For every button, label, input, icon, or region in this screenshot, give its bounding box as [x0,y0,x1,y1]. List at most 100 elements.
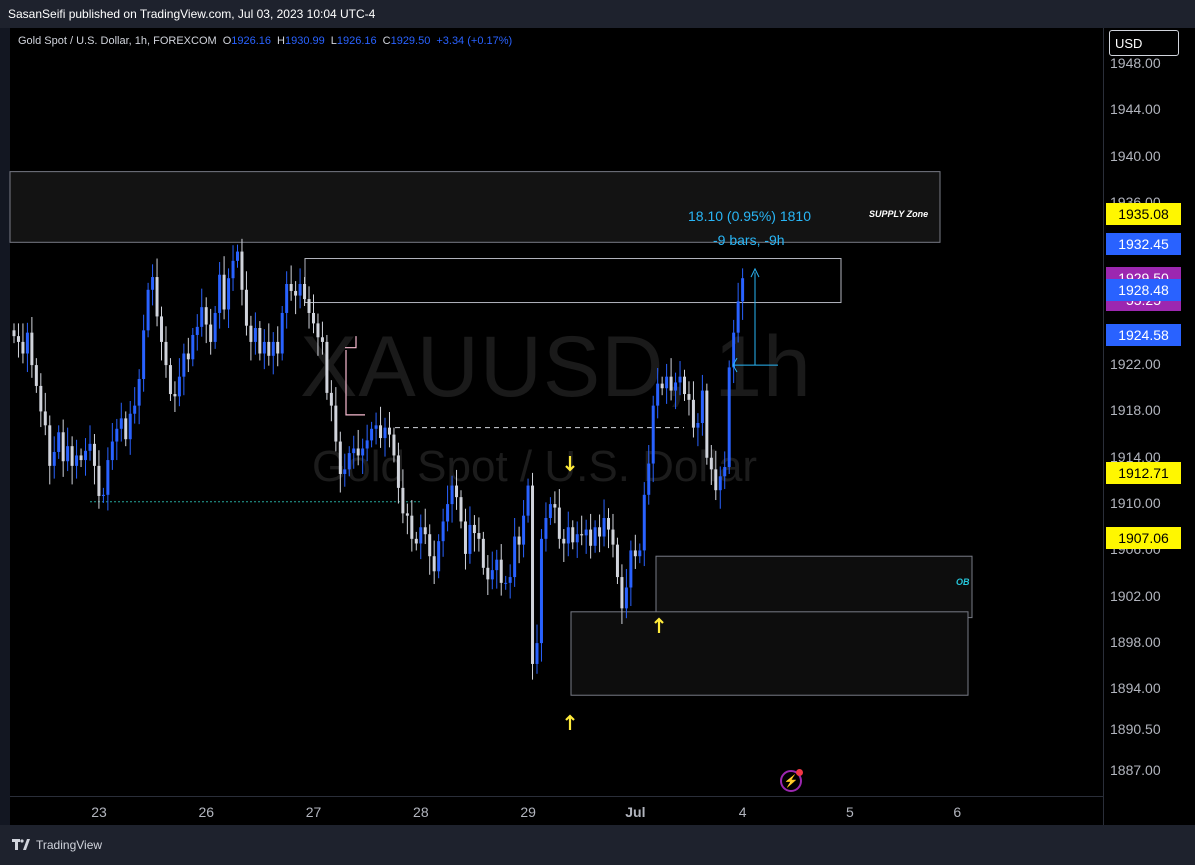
candle-body [611,529,615,545]
currency-button[interactable]: USD [1109,30,1179,56]
candle-body [607,517,611,530]
measure-arrow-up [750,267,760,278]
marker-bracket-lower [345,350,365,416]
candle-body [374,425,378,429]
candle-body [115,428,119,442]
legend-change: +3.34 (+0.17%) [436,35,513,47]
marker-bracket-upper [345,336,357,349]
candle-body [79,455,83,461]
candle-body [714,469,718,491]
candle-body [142,330,146,379]
price-tick: 1910.00 [1110,495,1161,512]
candle-body [97,465,101,496]
candle-body [338,441,342,474]
time-tick: 29 [520,804,536,820]
candle-body [687,394,691,400]
candle-body [280,312,284,354]
candle-body [52,451,56,466]
candle-body [316,323,320,338]
demand-zone-box [570,611,969,696]
price-badge: 1935.08 [1106,202,1181,225]
candle-body [602,517,606,537]
candle-body [660,383,664,389]
price-tick: 1918.00 [1110,402,1161,419]
candle-body [741,278,745,302]
time-tick: 28 [413,804,429,820]
candle-body [70,446,74,466]
candle-body [544,517,548,539]
candle-body [119,418,123,429]
candle-body [329,392,333,406]
candle-body [423,527,427,535]
price-badge: 1907.06 [1106,527,1181,550]
price-tick: 1894.00 [1110,680,1161,697]
legend-open: 1926.16 [231,35,272,47]
candle-body [700,390,704,424]
candle-body [481,538,485,568]
candle-body [244,289,248,326]
time-tick: Jul [625,804,646,820]
lightning-icon[interactable]: ⚡ [780,769,803,792]
supply-zone-label: SUPPLY Zone [869,209,929,219]
candle-body [146,289,150,331]
candle-body [128,413,132,440]
candle-body [12,330,16,337]
candle-body [325,341,329,393]
candle-body [495,559,499,571]
candle-body [110,441,114,461]
candle-body [155,277,159,317]
candle-body [615,544,619,578]
candle-body [267,341,271,356]
candle-body [665,376,669,389]
candle-body [647,463,651,495]
tradingview-brand[interactable]: TradingView [12,838,102,852]
candle-body [584,529,588,536]
candle-body [48,425,52,466]
legend-high: 1930.99 [284,35,325,47]
watermark-name: Gold Spot / U.S. Dollar [312,442,758,491]
candle-body [723,467,727,477]
candle-body [21,341,25,354]
candle-body [88,443,92,451]
candle-body [222,274,226,310]
candle-body [133,405,137,414]
price-tick: 1902.00 [1110,587,1161,604]
candle-body [151,277,155,290]
measure-price-change: 18.10 (0.95%) 1810 [688,208,811,224]
candle-body [508,577,512,583]
ob-zone-label: OB [956,577,970,587]
legend-close: 1929.50 [390,35,431,47]
candle-body [633,550,637,557]
price-tick: 1940.00 [1110,147,1161,164]
candle-body [642,494,646,551]
candle-body [539,538,543,644]
legend-symbol: Gold Spot / U.S. Dollar, 1h, FOREXCOM [18,35,217,47]
candle-body [669,376,673,391]
price-tick: 1922.00 [1110,356,1161,373]
candle-body [195,326,199,335]
candle-body [727,367,731,468]
candle-body [598,527,602,537]
candle-body [370,428,374,441]
legend-c-label: C [382,35,391,47]
time-tick: 4 [738,804,747,820]
candle-body [557,507,561,539]
watermark-ticker: XAUUSD, 1h [300,319,812,415]
candle-body [531,485,535,664]
candle-body [683,376,686,395]
candle-body [249,325,253,342]
candle-body [490,570,494,580]
candle-body [548,504,552,518]
candle-body [168,365,172,395]
measure-bars: -9 bars, -9h [713,232,785,248]
candle-body [343,469,347,474]
candle-body [477,533,481,539]
price-axis[interactable] [1103,28,1195,825]
candle-body [173,394,177,397]
candle-body [164,341,168,366]
candle-body [253,328,257,342]
time-axis[interactable] [10,796,1103,826]
candle-body [285,284,289,313]
candle-body [387,427,391,435]
